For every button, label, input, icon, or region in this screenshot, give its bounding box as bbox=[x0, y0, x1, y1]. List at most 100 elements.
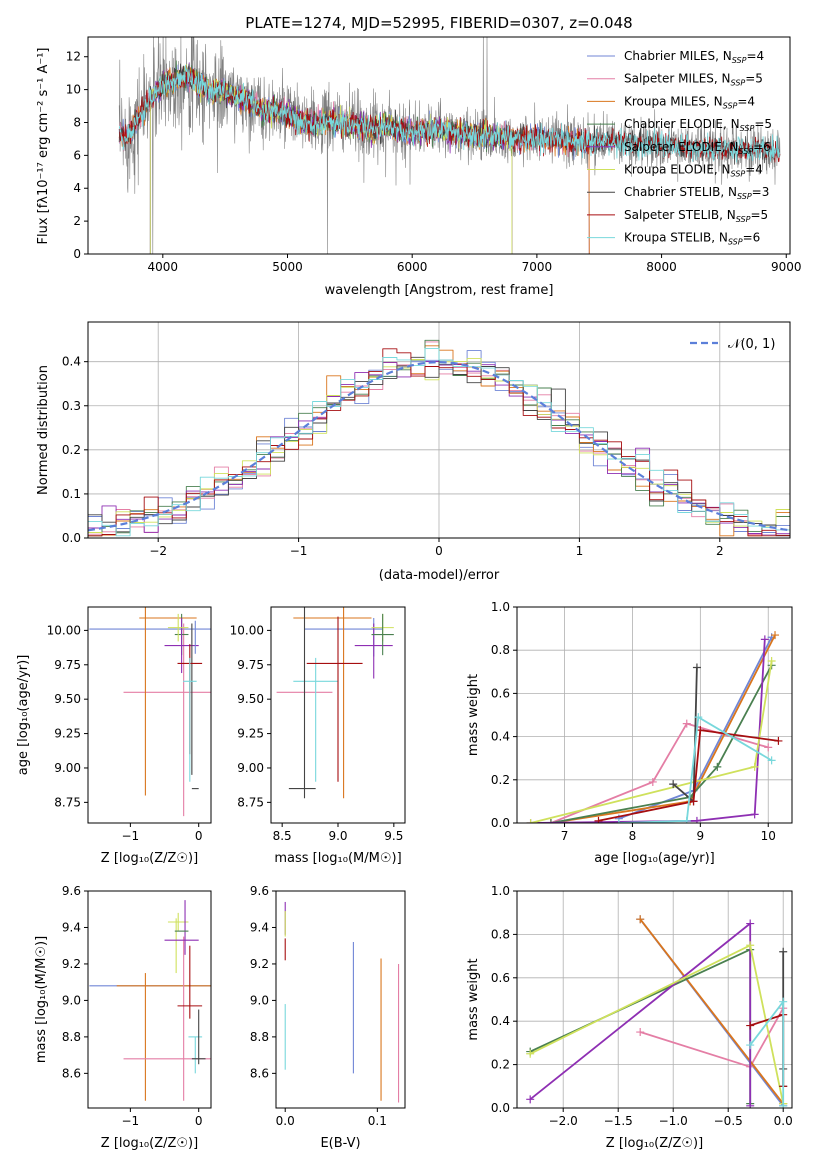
data-point-marker bbox=[636, 1028, 645, 1037]
y-tick-label: 8.8 bbox=[62, 1030, 81, 1044]
data-point-marker bbox=[694, 713, 703, 722]
x-tick-label: −1 bbox=[290, 544, 308, 558]
plot-area bbox=[526, 915, 788, 1108]
legend-entry: Kroupa MILES, NSSP=4 bbox=[624, 94, 755, 110]
y-tick-label: 9.0 bbox=[62, 993, 81, 1007]
y-tick-label: 9.50 bbox=[237, 692, 264, 706]
y-tick-label: 0.8 bbox=[491, 643, 510, 657]
y-tick-label: 8.8 bbox=[250, 1030, 269, 1044]
data-point-marker bbox=[764, 743, 773, 752]
data-point-marker bbox=[669, 780, 678, 789]
y-tick-label: 9.4 bbox=[62, 920, 81, 934]
series-salpeter-miles bbox=[550, 722, 769, 823]
y-tick-label: 0.0 bbox=[62, 531, 81, 545]
x-tick-label: 7000 bbox=[522, 260, 553, 274]
series-chabrier-elodie bbox=[550, 664, 773, 823]
x-axis-label: mass [log₁₀(M/M☉)] bbox=[274, 851, 401, 866]
data-point-marker bbox=[713, 762, 722, 771]
x-tick-label: 0 bbox=[195, 829, 203, 843]
data-point-marker bbox=[746, 1041, 755, 1050]
y-tick-label: 0.4 bbox=[491, 1014, 510, 1028]
y-tick-label: 0.2 bbox=[62, 443, 81, 457]
data-point-marker bbox=[750, 810, 759, 819]
legend-entry: Kroupa STELIB, NSSP=6 bbox=[624, 231, 760, 247]
histogram-chabrier-stelib bbox=[88, 356, 790, 537]
y-tick-label: 0.3 bbox=[62, 399, 81, 413]
plot-area bbox=[284, 901, 400, 1103]
series-salpeter-elodie bbox=[530, 639, 766, 823]
axes-frame bbox=[516, 890, 793, 1109]
y-tick-label: 8.6 bbox=[62, 1066, 81, 1080]
data-point-marker bbox=[636, 915, 645, 924]
y-tick-label: 9.0 bbox=[250, 993, 269, 1007]
chart-age_vs_Z: −1 0 8.75 9.00 9.25 9.50 9.75 10.00 Z [log₁₀(Z/Z… bbox=[16, 606, 212, 866]
y-tick-label: 9.6 bbox=[250, 884, 269, 898]
model-kroupa-stelib bbox=[118, 64, 781, 163]
model-chabrier-miles bbox=[118, 64, 590, 254]
data-point-marker bbox=[779, 947, 788, 956]
y-tick-label: 6 bbox=[73, 148, 81, 162]
x-tick-label: −1.5 bbox=[604, 1114, 633, 1128]
x-tick-label: −1.0 bbox=[659, 1114, 688, 1128]
x-tick-label: −2 bbox=[149, 544, 167, 558]
data-point-marker bbox=[648, 777, 657, 786]
plot-area bbox=[526, 631, 783, 823]
y-axis-label: mass [log₁₀(M/M☉)] bbox=[34, 936, 49, 1063]
y-tick-label: 9.75 bbox=[54, 658, 81, 672]
legend-entry: Chabrier MILES, NSSP=4 bbox=[624, 49, 764, 65]
y-tick-label: 2 bbox=[73, 214, 81, 228]
y-tick-label: 10.00 bbox=[47, 623, 81, 637]
data-point-marker bbox=[760, 635, 769, 644]
y-tick-label: 9.2 bbox=[250, 957, 269, 971]
x-tick-label: 0.0 bbox=[774, 1114, 793, 1128]
data-point-marker bbox=[767, 756, 776, 765]
axes-frame bbox=[516, 606, 793, 824]
series-chabrier-stelib bbox=[672, 667, 698, 803]
series-kroupa-stelib bbox=[618, 716, 773, 823]
plot-area bbox=[276, 607, 394, 799]
y-axis-label: mass weight bbox=[466, 958, 481, 1040]
data-point-marker bbox=[526, 819, 535, 823]
y-tick-label: 10.00 bbox=[230, 623, 264, 637]
data-point-marker bbox=[746, 919, 755, 928]
y-tick-label: 0.1 bbox=[62, 487, 81, 501]
y-tick-label: 9.00 bbox=[54, 761, 81, 775]
x-tick-label: 7 bbox=[561, 829, 569, 843]
y-tick-label: 0.2 bbox=[491, 1058, 510, 1072]
x-tick-label: 6000 bbox=[397, 260, 428, 274]
chart-mass_vs_EBV: 0.0 0.1 8.6 8.8 9.0 9.2 9.4 9.6 E(B-V) bbox=[250, 884, 406, 1151]
data-point-marker bbox=[779, 1101, 788, 1108]
x-tick-label: 9 bbox=[697, 829, 705, 843]
x-axis-label: (data-model)/error bbox=[379, 568, 500, 583]
data-point-marker bbox=[692, 816, 701, 823]
legend-entry: Chabrier ELODIE, NSSP=5 bbox=[624, 117, 772, 133]
y-tick-label: 8.75 bbox=[54, 795, 81, 809]
data-point-marker bbox=[682, 719, 691, 728]
data-point-marker bbox=[779, 997, 788, 1006]
legend-entry: 𝒩(0, 1) bbox=[728, 337, 775, 352]
x-tick-label: 9.0 bbox=[328, 829, 347, 843]
y-axis-label: Flux [fλ10⁻¹⁷ erg cm⁻² s⁻¹ A⁻¹] bbox=[36, 48, 51, 245]
y-tick-label: 4 bbox=[73, 181, 81, 195]
legend-entry: Salpeter STELIB, NSSP=5 bbox=[624, 208, 768, 224]
x-tick-label: 4000 bbox=[148, 260, 179, 274]
y-tick-label: 0.6 bbox=[491, 971, 510, 985]
chart-mass_vs_Z: −1 0 8.6 8.8 9.0 9.2 9.4 9.6 Z [log₁₀(Z/Z☉)] mass… bbox=[34, 884, 212, 1151]
y-tick-label: 0.8 bbox=[491, 927, 510, 941]
y-tick-label: 9.00 bbox=[237, 761, 264, 775]
data-point-marker bbox=[546, 819, 555, 823]
y-tick-label: 8.6 bbox=[250, 1066, 269, 1080]
x-axis-label: E(B-V) bbox=[320, 1136, 360, 1151]
y-tick-label: 9.6 bbox=[62, 884, 81, 898]
data-point-marker bbox=[526, 1095, 535, 1104]
x-tick-label: 0 bbox=[195, 1114, 203, 1128]
data-point-marker bbox=[771, 631, 780, 640]
axes-frame bbox=[87, 606, 212, 824]
y-tick-label: 0 bbox=[73, 247, 81, 261]
y-tick-label: 8.75 bbox=[237, 795, 264, 809]
axes-frame bbox=[87, 36, 791, 255]
model-kroupa-miles bbox=[118, 65, 590, 254]
y-tick-label: 9.25 bbox=[54, 727, 81, 741]
series-salpeter-stelib bbox=[598, 729, 779, 822]
normal-curve bbox=[88, 361, 790, 532]
